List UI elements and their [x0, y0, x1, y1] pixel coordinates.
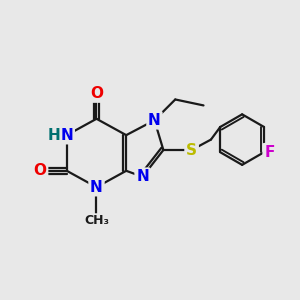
Text: O: O: [90, 86, 103, 101]
Text: CH₃: CH₃: [84, 214, 109, 227]
Text: N: N: [136, 169, 149, 184]
Text: O: O: [34, 163, 46, 178]
Text: H: H: [48, 128, 61, 142]
Text: F: F: [264, 145, 274, 160]
Text: N: N: [90, 180, 103, 195]
Text: N: N: [60, 128, 73, 142]
Text: N: N: [148, 113, 161, 128]
Text: S: S: [186, 142, 197, 158]
